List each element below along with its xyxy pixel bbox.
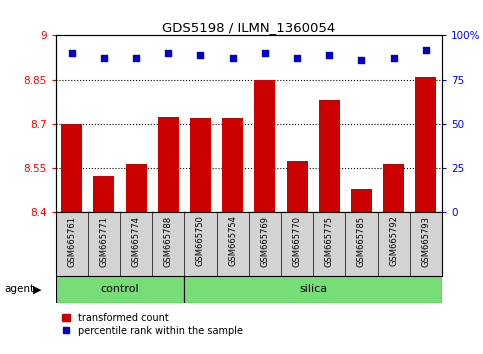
Point <box>68 50 75 56</box>
Text: GSM665792: GSM665792 <box>389 216 398 267</box>
Text: GSM665770: GSM665770 <box>293 216 301 267</box>
Bar <box>351 189 372 212</box>
Text: agent: agent <box>5 284 35 295</box>
Text: GSM665769: GSM665769 <box>260 216 270 267</box>
Bar <box>190 118 211 212</box>
Point <box>357 57 365 63</box>
Point <box>390 56 398 61</box>
Bar <box>158 116 179 212</box>
Point <box>326 52 333 58</box>
Text: silica: silica <box>299 284 327 295</box>
Text: GSM665788: GSM665788 <box>164 216 173 267</box>
Bar <box>383 164 404 212</box>
Text: control: control <box>100 284 139 295</box>
Point <box>422 47 430 52</box>
Point <box>100 56 108 61</box>
Bar <box>286 161 308 212</box>
Bar <box>222 118 243 212</box>
FancyBboxPatch shape <box>56 276 185 303</box>
Bar <box>415 77 436 212</box>
Point <box>261 50 269 56</box>
Point <box>229 56 237 61</box>
Text: GSM665775: GSM665775 <box>325 216 334 267</box>
Text: GSM665771: GSM665771 <box>99 216 108 267</box>
Text: GSM665750: GSM665750 <box>196 216 205 267</box>
Legend: transformed count, percentile rank within the sample: transformed count, percentile rank withi… <box>60 311 245 338</box>
Text: GSM665761: GSM665761 <box>67 216 76 267</box>
Text: GSM665754: GSM665754 <box>228 216 237 267</box>
Bar <box>126 164 146 212</box>
Text: ▶: ▶ <box>33 284 42 295</box>
Text: GSM665793: GSM665793 <box>421 216 430 267</box>
Title: GDS5198 / ILMN_1360054: GDS5198 / ILMN_1360054 <box>162 21 335 34</box>
Bar <box>319 100 340 212</box>
Text: GSM665774: GSM665774 <box>131 216 141 267</box>
Text: GSM665785: GSM665785 <box>357 216 366 267</box>
Point <box>293 56 301 61</box>
Bar <box>255 80 275 212</box>
Bar <box>61 124 82 212</box>
Point <box>164 50 172 56</box>
Point <box>197 52 204 58</box>
FancyBboxPatch shape <box>185 276 442 303</box>
Point <box>132 56 140 61</box>
Bar <box>93 176 114 212</box>
